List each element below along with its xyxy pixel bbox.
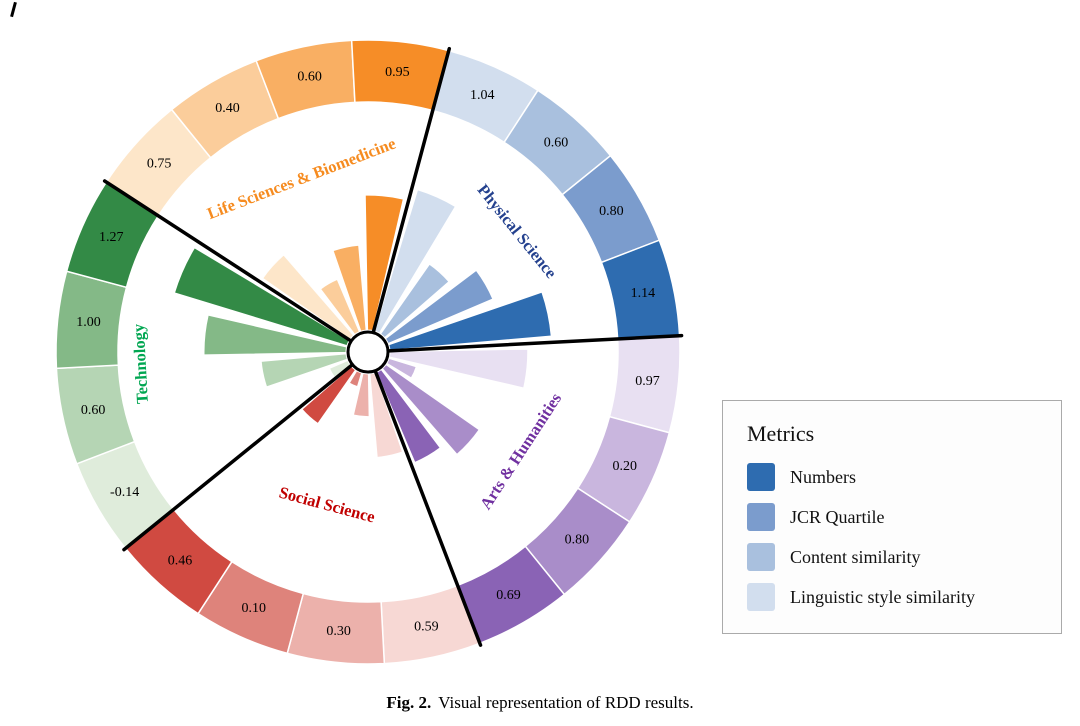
bar-technology-jcr-quartile (203, 314, 348, 356)
ring-value-technology-linguistic-style-similarity: -0.14 (110, 485, 139, 500)
ring-value-life-sciences-biomedicine-numbers: 0.95 (385, 65, 410, 80)
legend-swatch-content-similarity (747, 543, 775, 571)
rdd-rose-chart: 1.04 0.60 0.80 1.14 0.97 0.20 0.80 0.69 0.59 0.30… (55, 39, 684, 665)
ring-value-social-science-numbers: 0.46 (168, 553, 193, 568)
bar-technology-content-similarity (260, 353, 348, 388)
bar-social-science-jcr-quartile (348, 370, 363, 388)
sector-divider (102, 179, 357, 346)
bar-technology-numbers (173, 247, 350, 347)
ring-value-social-science-content-similarity: 0.30 (326, 624, 351, 639)
sector-divider (370, 46, 452, 339)
legend-item-content-similarity: Content similarity (747, 543, 1037, 571)
ring-value-physical-science-linguistic-style-similarity: 1.04 (470, 88, 495, 103)
ring-value-arts-humanities-jcr-quartile: 0.80 (565, 533, 590, 548)
legend-items: Numbers JCR Quartile Content similarity Lin… (747, 463, 1037, 611)
caption-label: Fig. 2. (386, 693, 432, 712)
ring-value-technology-numbers: 1.27 (99, 230, 124, 245)
category-label-technology: Technology (129, 323, 152, 405)
ring-value-social-science-linguistic-style-similarity: 0.59 (414, 619, 439, 634)
legend-item-label: Content similarity (790, 546, 921, 567)
legend-title: Metrics (747, 421, 815, 446)
legend-item-numbers: Numbers (747, 463, 1037, 491)
bar-physical-science-jcr-quartile (384, 269, 494, 345)
legend-item-label: Numbers (790, 466, 856, 487)
legend-swatch-numbers (747, 463, 775, 491)
legend-swatch-linguistic-style-similarity (747, 583, 775, 611)
metrics-legend: Metrics Numbers JCR Quartile Content simil… (722, 400, 1062, 634)
ring-value-technology-jcr-quartile: 1.00 (76, 315, 101, 330)
ring-value-social-science-jcr-quartile: 0.10 (241, 601, 266, 616)
ring-value-arts-humanities-numbers: 0.69 (496, 588, 521, 603)
bar-social-science-numbers (301, 365, 357, 425)
category-label-physical-science: Physical Science (474, 180, 561, 281)
ring-value-physical-science-jcr-quartile: 0.80 (599, 204, 624, 219)
sector-divider (122, 360, 358, 552)
ring-value-life-sciences-biomedicine-linguistic-style-similarity: 0.75 (147, 156, 172, 171)
legend-item-jcr-quartile: JCR Quartile (747, 503, 1037, 531)
bar-arts-humanities-jcr-quartile (381, 363, 480, 456)
category-label-arts-humanities: Arts & Humanities (476, 389, 566, 513)
ring-value-technology-content-similarity: 0.60 (81, 403, 106, 418)
bar-arts-humanities-content-similarity (386, 357, 417, 379)
ring-value-physical-science-content-similarity: 0.60 (544, 136, 569, 151)
category-label-social-science: Social Science (277, 483, 377, 527)
ring-value-arts-humanities-content-similarity: 0.20 (612, 459, 637, 474)
legend-item-label: Linguistic style similarity (790, 586, 975, 607)
legend-swatch-jcr-quartile (747, 503, 775, 531)
ring-value-life-sciences-biomedicine-content-similarity: 0.40 (215, 101, 240, 116)
legend-item-linguistic-style-similarity: Linguistic style similarity (747, 583, 1037, 611)
bar-life-sciences-biomedicine-content-similarity (319, 278, 361, 336)
bar-physical-science-content-similarity (379, 263, 450, 339)
ring-value-life-sciences-biomedicine-jcr-quartile: 0.60 (297, 70, 322, 85)
center-hole (346, 330, 390, 374)
sector-divider (382, 333, 684, 353)
bar-life-sciences-biomedicine-jcr-quartile (332, 244, 367, 332)
figure-caption: Fig. 2. Visual representation of RDD resu… (0, 693, 1080, 713)
bar-social-science-content-similarity (352, 372, 370, 418)
ring-value-physical-science-numbers: 1.14 (631, 286, 656, 301)
sector-divider (371, 365, 483, 647)
ring-value-arts-humanities-linguistic-style-similarity: 0.97 (635, 374, 660, 389)
caption-text: Visual representation of RDD results. (438, 693, 694, 712)
legend-item-label: JCR Quartile (790, 506, 885, 527)
